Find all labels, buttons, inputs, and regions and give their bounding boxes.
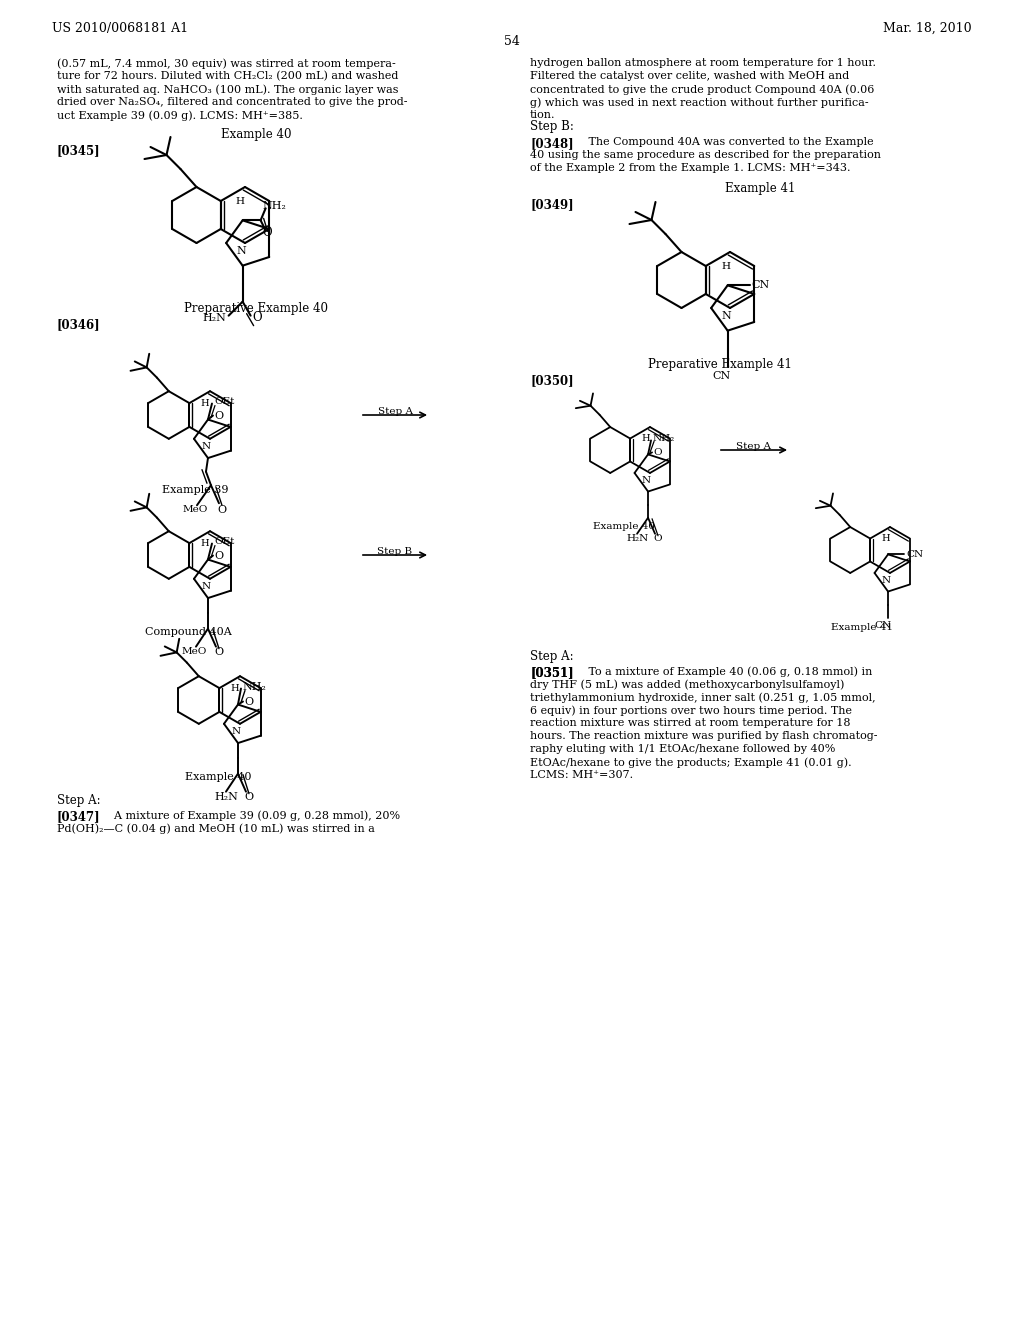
Text: O: O (244, 697, 253, 706)
Text: Pd(OH)₂—C (0.04 g) and MeOH (10 mL) was stirred in a: Pd(OH)₂—C (0.04 g) and MeOH (10 mL) was … (57, 822, 375, 833)
Text: Example 40: Example 40 (593, 521, 655, 531)
Text: [0350]: [0350] (530, 374, 573, 387)
Text: O: O (217, 506, 226, 515)
Text: hydrogen ballon atmosphere at room temperature for 1 hour.: hydrogen ballon atmosphere at room tempe… (530, 58, 876, 69)
Text: Filtered the catalyst over celite, washed with MeOH and: Filtered the catalyst over celite, washe… (530, 71, 849, 81)
Text: Step B:: Step B: (530, 120, 573, 133)
Text: H: H (642, 434, 650, 444)
Text: OEt: OEt (214, 537, 234, 546)
Text: N: N (721, 312, 731, 321)
Text: Step A:: Step A: (530, 649, 573, 663)
Text: reaction mixture was stirred at room temperature for 18: reaction mixture was stirred at room tem… (530, 718, 851, 729)
Text: N: N (641, 477, 650, 484)
Text: Compound 40A: Compound 40A (144, 627, 231, 638)
Text: CN: CN (906, 550, 924, 558)
Text: 40 using the same procedure as described for the preparation: 40 using the same procedure as described… (530, 150, 881, 160)
Text: NH₂: NH₂ (652, 434, 674, 444)
Text: CN: CN (752, 280, 770, 290)
Text: concentrated to give the crude product Compound 40A (0.06: concentrated to give the crude product C… (530, 84, 874, 95)
Text: O: O (214, 550, 223, 561)
Text: O: O (214, 411, 223, 421)
Text: triethylammonium hydroxide, inner salt (0.251 g, 1.05 mmol,: triethylammonium hydroxide, inner salt (… (530, 692, 876, 702)
Text: A mixture of Example 39 (0.09 g, 0.28 mmol), 20%: A mixture of Example 39 (0.09 g, 0.28 mm… (100, 810, 400, 821)
Text: Step A: Step A (736, 442, 771, 451)
Text: H: H (882, 535, 890, 544)
Text: N: N (882, 576, 891, 585)
Text: [0351]: [0351] (530, 667, 573, 678)
Text: NH₂: NH₂ (262, 202, 287, 211)
Text: H: H (236, 198, 244, 206)
Text: Example 41: Example 41 (831, 623, 893, 632)
Text: 54: 54 (504, 36, 520, 48)
Text: To a mixture of Example 40 (0.06 g, 0.18 mmol) in: To a mixture of Example 40 (0.06 g, 0.18… (578, 667, 872, 677)
Text: CN: CN (874, 620, 892, 630)
Text: EtOAc/hexane to give the products; Example 41 (0.01 g).: EtOAc/hexane to give the products; Examp… (530, 756, 852, 767)
Text: [0345]: [0345] (57, 144, 100, 157)
Text: The Compound 40A was converted to the Example: The Compound 40A was converted to the Ex… (578, 137, 873, 147)
Text: of the Example 2 from the Example 1. LCMS: MH⁺=343.: of the Example 2 from the Example 1. LCM… (530, 162, 851, 173)
Text: H₂N: H₂N (203, 313, 226, 322)
Text: O: O (653, 447, 662, 457)
Text: Example 40: Example 40 (221, 128, 291, 141)
Text: 6 equiv) in four portions over two hours time period. The: 6 equiv) in four portions over two hours… (530, 705, 852, 715)
Text: with saturated aq. NaHCO₃ (100 mL). The organic layer was: with saturated aq. NaHCO₃ (100 mL). The … (57, 84, 398, 95)
Text: Step A:: Step A: (57, 795, 100, 807)
Text: ture for 72 hours. Diluted with CH₂Cl₂ (200 mL) and washed: ture for 72 hours. Diluted with CH₂Cl₂ (… (57, 71, 398, 82)
Text: LCMS: MH⁺=307.: LCMS: MH⁺=307. (530, 770, 633, 780)
Text: Example 41: Example 41 (725, 182, 796, 195)
Text: Mar. 18, 2010: Mar. 18, 2010 (884, 22, 972, 36)
Text: N: N (231, 727, 241, 735)
Text: Preparative Example 40: Preparative Example 40 (184, 302, 328, 315)
Text: H₂N: H₂N (626, 533, 648, 543)
Text: MeO: MeO (183, 506, 208, 515)
Text: raphy eluting with 1/1 EtOAc/hexane followed by 40%: raphy eluting with 1/1 EtOAc/hexane foll… (530, 744, 836, 754)
Text: O: O (244, 792, 253, 801)
Text: tion.: tion. (530, 110, 555, 120)
Text: [0347]: [0347] (57, 810, 100, 822)
Text: N: N (202, 582, 211, 591)
Text: NH₂: NH₂ (242, 681, 266, 692)
Text: (0.57 mL, 7.4 mmol, 30 equiv) was stirred at room tempera-: (0.57 mL, 7.4 mmol, 30 equiv) was stirre… (57, 58, 395, 69)
Text: CN: CN (713, 371, 731, 380)
Text: H: H (201, 539, 209, 548)
Text: Example 39: Example 39 (162, 484, 228, 495)
Text: O: O (262, 226, 272, 239)
Text: g) which was used in next reaction without further purifica-: g) which was used in next reaction witho… (530, 96, 868, 107)
Text: US 2010/0068181 A1: US 2010/0068181 A1 (52, 22, 188, 36)
Text: hours. The reaction mixture was purified by flash chromatog-: hours. The reaction mixture was purified… (530, 731, 878, 741)
Text: uct Example 39 (0.09 g). LCMS: MH⁺=385.: uct Example 39 (0.09 g). LCMS: MH⁺=385. (57, 110, 303, 120)
Text: H₂N: H₂N (214, 792, 238, 801)
Text: [0349]: [0349] (530, 198, 573, 211)
Text: [0348]: [0348] (530, 137, 573, 150)
Text: OEt: OEt (214, 397, 234, 407)
Text: H: H (721, 263, 730, 272)
Text: Example 40: Example 40 (184, 772, 251, 781)
Text: [0351]: [0351] (530, 667, 573, 678)
Text: Preparative Example 41: Preparative Example 41 (648, 358, 792, 371)
Text: [0346]: [0346] (57, 318, 100, 331)
Text: dried over Na₂SO₄, filtered and concentrated to give the prod-: dried over Na₂SO₄, filtered and concentr… (57, 96, 408, 107)
Text: H: H (230, 684, 240, 693)
Text: N: N (202, 442, 211, 451)
Text: H: H (201, 399, 209, 408)
Text: dry THF (5 mL) was added (methoxycarbonylsulfamoyl): dry THF (5 mL) was added (methoxycarbony… (530, 678, 845, 689)
Text: Step A: Step A (378, 407, 413, 416)
Text: MeO: MeO (182, 647, 207, 656)
Text: O: O (253, 312, 262, 325)
Text: O: O (214, 647, 223, 656)
Text: Step B: Step B (378, 546, 413, 556)
Text: O: O (653, 533, 662, 543)
Text: N: N (237, 246, 246, 256)
